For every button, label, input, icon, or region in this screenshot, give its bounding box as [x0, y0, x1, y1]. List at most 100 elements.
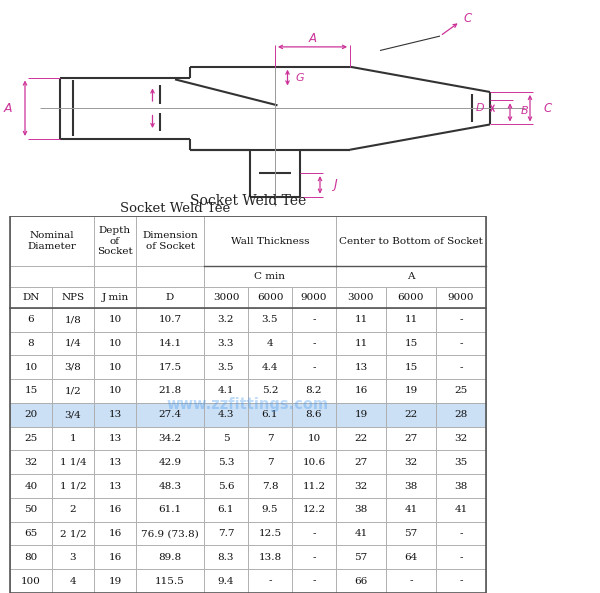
Bar	[248, 379, 292, 403]
Text: 41: 41	[355, 529, 368, 538]
Text: 4.3: 4.3	[218, 410, 234, 419]
Bar	[386, 308, 436, 331]
Text: -: -	[459, 363, 463, 372]
Text: 22: 22	[355, 434, 368, 443]
Bar	[386, 498, 436, 522]
Text: 3.5: 3.5	[262, 315, 278, 324]
Bar	[248, 546, 292, 569]
Text: 2: 2	[70, 505, 76, 514]
Text: 15: 15	[25, 387, 38, 396]
Text: 11: 11	[355, 339, 368, 348]
Bar	[386, 450, 436, 474]
Bar	[336, 474, 386, 498]
Text: 80: 80	[25, 553, 38, 562]
Bar	[292, 403, 336, 426]
Text: 5.6: 5.6	[218, 482, 234, 490]
Bar	[94, 331, 136, 355]
Bar	[52, 403, 94, 426]
Text: 6000: 6000	[257, 293, 283, 302]
Text: 32: 32	[404, 458, 418, 467]
Text: 12.5: 12.5	[259, 529, 281, 538]
Bar	[204, 403, 248, 426]
Bar	[248, 355, 292, 379]
Text: 5: 5	[223, 434, 229, 443]
Bar	[386, 522, 436, 546]
Bar	[52, 522, 94, 546]
Text: 15: 15	[404, 339, 418, 348]
Text: 16: 16	[109, 529, 122, 538]
Bar	[52, 450, 94, 474]
Bar	[436, 379, 486, 403]
Text: 57: 57	[404, 529, 418, 538]
Text: 3.2: 3.2	[218, 315, 234, 324]
Bar	[386, 287, 436, 308]
Bar	[386, 331, 436, 355]
Bar	[94, 474, 136, 498]
Bar	[94, 379, 136, 403]
Bar	[136, 522, 204, 546]
Bar	[336, 498, 386, 522]
Bar	[10, 569, 52, 593]
Bar	[94, 216, 136, 266]
Bar	[336, 379, 386, 403]
Bar	[94, 355, 136, 379]
Text: 3/8: 3/8	[65, 363, 82, 372]
Bar	[248, 569, 292, 593]
Text: D: D	[476, 103, 484, 113]
Bar	[52, 355, 94, 379]
Text: 7.7: 7.7	[218, 529, 234, 538]
Bar	[292, 287, 336, 308]
Text: 20: 20	[25, 410, 38, 419]
Bar	[436, 308, 486, 331]
Text: 3.5: 3.5	[218, 363, 234, 372]
Text: 50: 50	[25, 505, 38, 514]
Bar	[386, 379, 436, 403]
Text: 66: 66	[355, 576, 368, 586]
Bar	[136, 546, 204, 569]
Bar	[10, 474, 52, 498]
Text: -: -	[459, 576, 463, 586]
Bar	[204, 546, 248, 569]
Bar	[10, 546, 52, 569]
Bar	[436, 355, 486, 379]
Text: Wall Thickness: Wall Thickness	[231, 237, 309, 246]
Bar	[436, 450, 486, 474]
Text: 13: 13	[109, 410, 122, 419]
Text: 1 1/4: 1 1/4	[59, 458, 86, 467]
Text: 8.3: 8.3	[218, 553, 234, 562]
Bar	[336, 522, 386, 546]
Bar	[436, 546, 486, 569]
Text: -: -	[409, 576, 413, 586]
Text: 27: 27	[355, 458, 368, 467]
Text: 6.1: 6.1	[262, 410, 278, 419]
Text: 1/2: 1/2	[65, 387, 82, 396]
Bar	[136, 287, 204, 308]
Text: 16: 16	[355, 387, 368, 396]
Bar	[292, 379, 336, 403]
Bar	[292, 569, 336, 593]
Text: 42.9: 42.9	[158, 458, 182, 467]
Text: -: -	[268, 576, 272, 586]
Bar	[292, 450, 336, 474]
Text: C: C	[544, 102, 551, 114]
Bar	[336, 569, 386, 593]
Text: -: -	[312, 315, 316, 324]
Bar	[436, 498, 486, 522]
Bar	[52, 331, 94, 355]
Text: Depth
of
Socket: Depth of Socket	[97, 227, 133, 256]
Text: 32: 32	[355, 482, 368, 490]
Text: 16: 16	[109, 553, 122, 562]
Text: 1/8: 1/8	[65, 315, 82, 324]
Bar	[292, 308, 336, 331]
Bar	[94, 403, 136, 426]
Text: A: A	[407, 272, 415, 281]
Bar	[204, 569, 248, 593]
Bar	[10, 426, 52, 450]
Bar	[136, 355, 204, 379]
Bar	[436, 569, 486, 593]
Bar	[386, 569, 436, 593]
Bar	[52, 287, 94, 308]
Bar	[10, 522, 52, 546]
Text: 5.2: 5.2	[262, 387, 278, 396]
Bar	[292, 522, 336, 546]
